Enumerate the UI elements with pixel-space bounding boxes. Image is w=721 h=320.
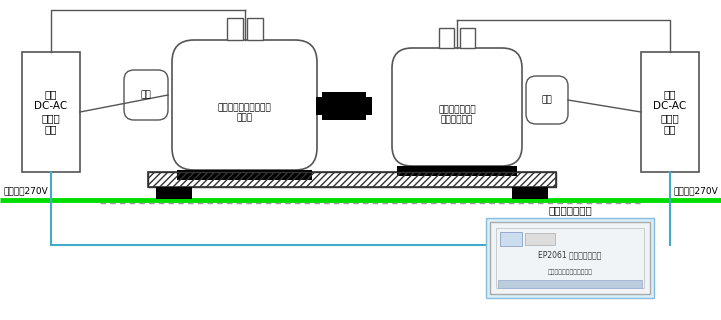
Bar (512, 187, 548, 199)
Bar (148, 172, 556, 187)
Text: 南京研旭电气科技有限公司: 南京研旭电气科技有限公司 (547, 270, 593, 275)
Bar (498, 280, 642, 288)
Bar (177, 170, 312, 180)
Bar (641, 52, 699, 172)
Text: 风扇: 风扇 (541, 95, 552, 105)
Text: 三相永磁同步电
机（发电侧）: 三相永磁同步电 机（发电侧） (438, 105, 476, 125)
FancyBboxPatch shape (526, 76, 568, 124)
Bar (322, 92, 366, 120)
Bar (525, 233, 555, 245)
Bar (490, 222, 650, 294)
Bar (247, 18, 262, 40)
Text: 直流母线270V: 直流母线270V (673, 187, 718, 196)
Bar (397, 166, 517, 176)
FancyBboxPatch shape (392, 48, 522, 166)
Text: 风扇: 风扇 (141, 91, 151, 100)
Bar (486, 218, 654, 298)
FancyBboxPatch shape (172, 40, 317, 170)
Bar (500, 232, 522, 246)
Bar (364, 97, 372, 115)
Text: 三相永磁同步电机（驱
动侧）: 三相永磁同步电机（驱 动侧） (218, 103, 271, 123)
Bar (439, 28, 454, 48)
Text: 双向
DC-AC
电机驱
动器: 双向 DC-AC 电机驱 动器 (653, 90, 686, 134)
Bar (156, 187, 192, 199)
Bar (316, 97, 324, 115)
Text: 直流母线270V: 直流母线270V (3, 187, 48, 196)
FancyBboxPatch shape (124, 70, 168, 120)
Bar (496, 228, 644, 288)
Bar (460, 28, 475, 48)
Bar (148, 172, 556, 187)
Bar (22, 52, 80, 172)
Bar (226, 18, 242, 40)
Text: 快速原型控制器: 快速原型控制器 (548, 205, 592, 215)
Text: 双向
DC-AC
电机驱
动器: 双向 DC-AC 电机驱 动器 (35, 90, 68, 134)
Text: EP2061 快速原型控制器: EP2061 快速原型控制器 (539, 250, 602, 259)
